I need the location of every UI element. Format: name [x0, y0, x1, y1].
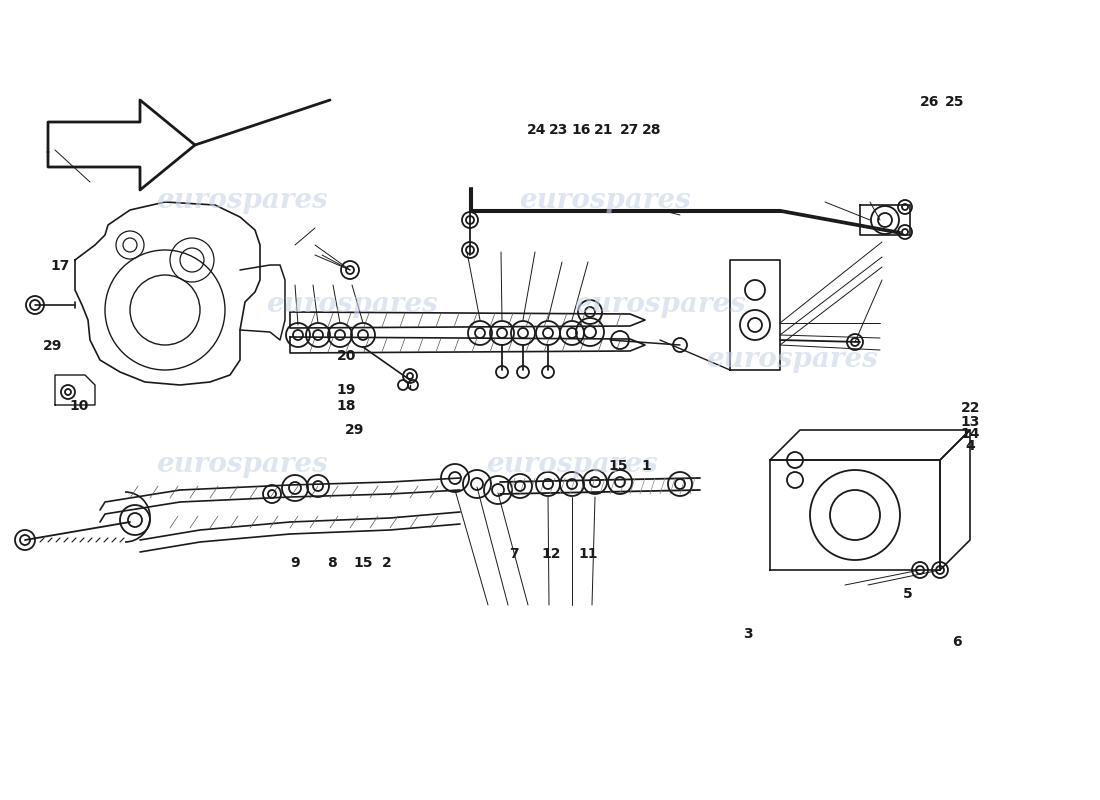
- Text: 29: 29: [344, 423, 364, 438]
- Text: eurospares: eurospares: [266, 290, 438, 318]
- Text: 21: 21: [594, 122, 614, 137]
- Text: 29: 29: [43, 338, 63, 353]
- Text: 2: 2: [383, 556, 392, 570]
- Text: eurospares: eurospares: [519, 186, 691, 214]
- Text: 26: 26: [920, 95, 939, 110]
- Text: 20: 20: [337, 349, 356, 363]
- Text: 8: 8: [328, 556, 337, 570]
- Text: 19: 19: [337, 383, 356, 398]
- Text: 14: 14: [960, 427, 980, 442]
- Text: 13: 13: [960, 415, 980, 430]
- Text: 6: 6: [953, 634, 961, 649]
- Text: 15: 15: [608, 458, 628, 473]
- Text: eurospares: eurospares: [574, 290, 746, 318]
- Text: 15: 15: [353, 556, 373, 570]
- Text: 5: 5: [903, 586, 912, 601]
- Text: 9: 9: [290, 556, 299, 570]
- Text: 27: 27: [619, 122, 639, 137]
- Text: 12: 12: [541, 546, 561, 561]
- Text: 17: 17: [51, 258, 70, 273]
- Text: 10: 10: [69, 399, 89, 414]
- Text: 28: 28: [641, 122, 661, 137]
- Text: 23: 23: [549, 122, 569, 137]
- Text: 1: 1: [642, 458, 651, 473]
- Text: 3: 3: [744, 626, 752, 641]
- Text: 16: 16: [571, 122, 591, 137]
- Text: 22: 22: [960, 401, 980, 415]
- Text: 24: 24: [527, 122, 547, 137]
- Text: 11: 11: [579, 546, 598, 561]
- Text: 25: 25: [945, 95, 965, 110]
- Text: 4: 4: [966, 439, 975, 454]
- Text: eurospares: eurospares: [156, 186, 328, 214]
- Text: 7: 7: [509, 546, 518, 561]
- Text: eurospares: eurospares: [706, 346, 878, 374]
- Text: eurospares: eurospares: [156, 450, 328, 478]
- Text: eurospares: eurospares: [486, 450, 658, 478]
- Text: 18: 18: [337, 399, 356, 414]
